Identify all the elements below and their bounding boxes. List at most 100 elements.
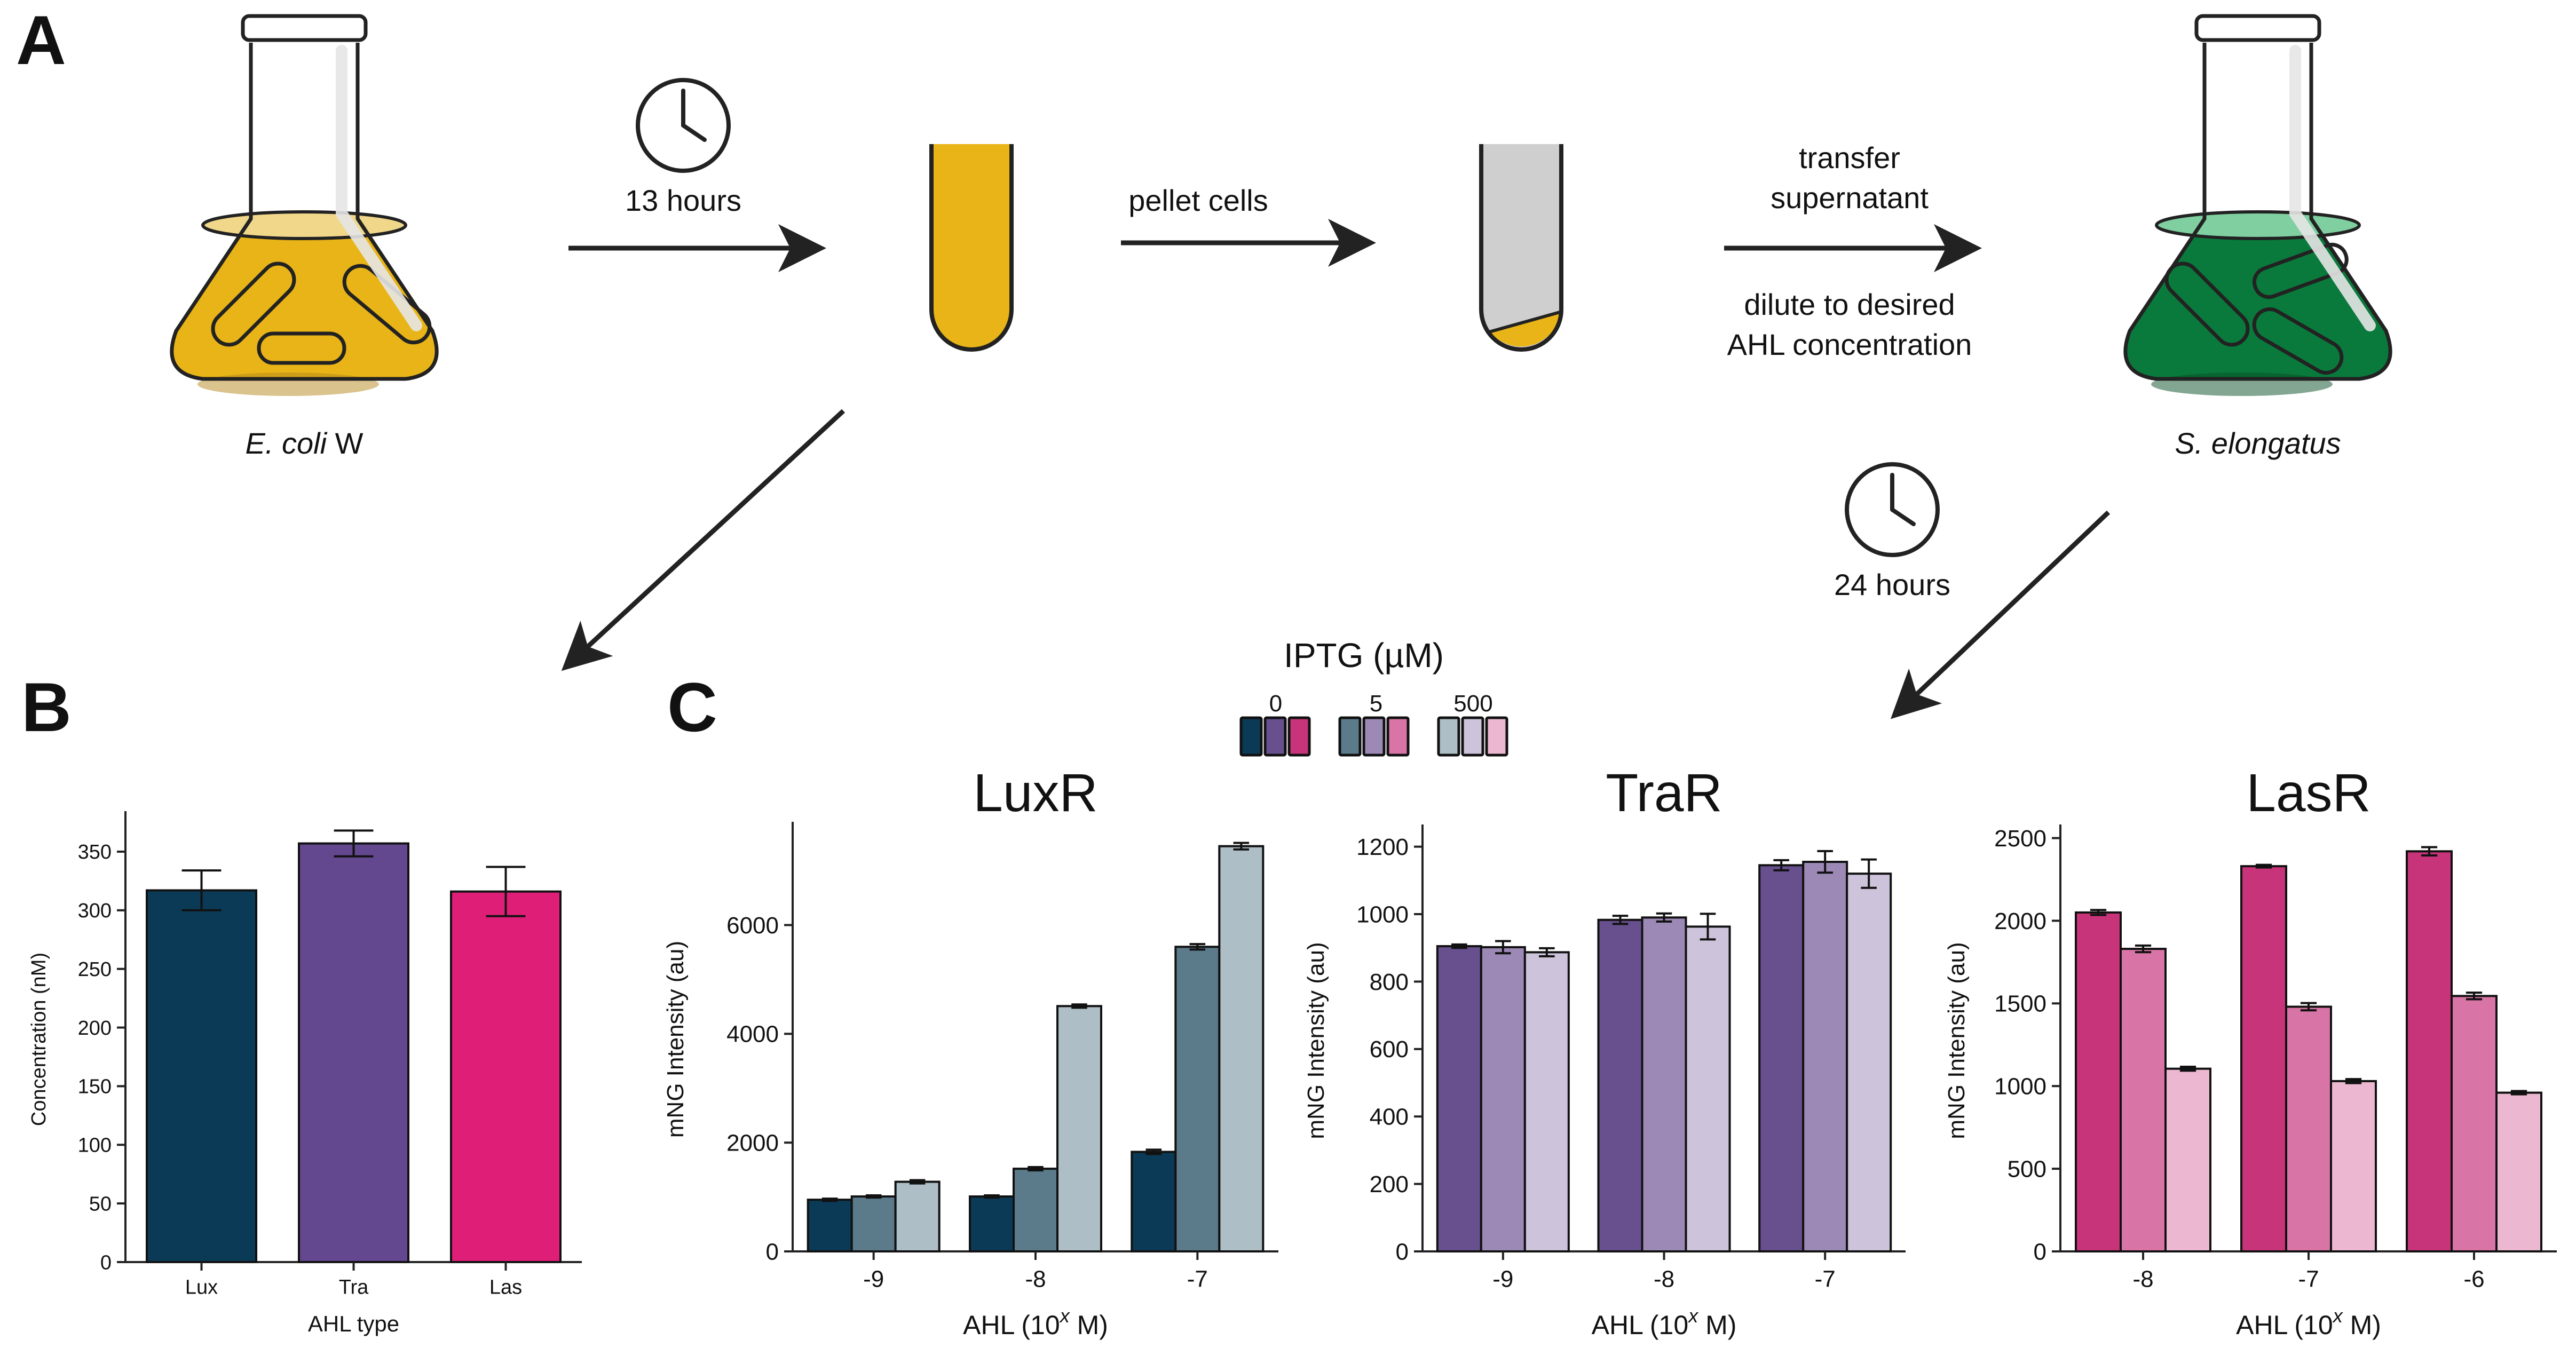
x-tick-label: -9	[863, 1266, 884, 1292]
pelleted-tube-icon	[1479, 144, 1563, 352]
bar	[1758, 864, 1805, 1252]
bar	[2330, 1080, 2377, 1253]
y-tick-label: 600	[1370, 1036, 1409, 1062]
bar	[2164, 1067, 2211, 1252]
legend-swatch	[1461, 716, 1484, 757]
incubation-time-24h: 24 hours	[1834, 568, 1950, 601]
x-tick-label: Las	[489, 1276, 522, 1299]
bar	[450, 890, 562, 1263]
x-tick-label: -7	[1187, 1266, 1208, 1292]
legend-swatch	[1338, 716, 1362, 757]
chart-title: TraR	[1606, 763, 1722, 823]
x-tick-label: -6	[2463, 1266, 2484, 1292]
bar	[1802, 861, 1848, 1253]
y-tick-label: 0	[1396, 1239, 1409, 1265]
x-tick-label: Lux	[185, 1276, 218, 1299]
incubation-time-13h: 13 hours	[625, 184, 741, 217]
bar	[1523, 951, 1570, 1252]
y-tick-label: 1500	[1994, 991, 2046, 1017]
bar	[2495, 1091, 2542, 1253]
iptg-legend: IPTG (µM) 0 5 500	[1239, 636, 1508, 757]
bar	[2075, 911, 2122, 1252]
arrow-to-panel-b	[561, 409, 846, 671]
panel-label-a: A	[16, 1, 66, 79]
selongatus-label: S. elongatus	[2175, 426, 2341, 460]
y-tick-label: 0	[2034, 1239, 2046, 1265]
y-tick-label: 2000	[1994, 908, 2046, 934]
bar	[1056, 1005, 1102, 1252]
x-tick-label: -8	[2132, 1266, 2153, 1292]
y-axis-label: mNG Intensity (au)	[1303, 942, 1329, 1139]
bar	[298, 842, 409, 1263]
clock-icon-24h	[1845, 462, 1940, 557]
legend-level-5: 5	[1370, 691, 1382, 717]
y-tick-label: 2500	[1994, 826, 2046, 852]
bar	[1218, 845, 1265, 1252]
y-tick-label: 1000	[1356, 901, 1409, 927]
transfer-label-1: transfer	[1799, 141, 1900, 175]
pellet-cells-label: pellet cells	[1128, 184, 1268, 217]
bar	[1641, 916, 1687, 1252]
x-tick-label: Tra	[339, 1276, 369, 1299]
chart-title: LasR	[2246, 763, 2370, 823]
y-tick-label: 350	[78, 841, 112, 863]
dilute-label-1: dilute to desired	[1744, 288, 1955, 321]
legend-swatch	[1263, 716, 1287, 757]
transfer-label-2: supernatant	[1771, 181, 1929, 215]
y-tick-label: 4000	[726, 1021, 779, 1048]
legend-level-500: 500	[1453, 691, 1492, 717]
legend-swatch	[1437, 716, 1460, 757]
y-tick-label: 300	[78, 900, 112, 922]
y-axis-label: Concentration (nM)	[28, 953, 50, 1126]
y-tick-label: 1000	[1994, 1074, 2046, 1100]
culture-tube-icon	[929, 144, 1014, 352]
ecoli-label: E. coli W	[246, 426, 364, 460]
dilute-label-2: AHL concentration	[1727, 328, 1972, 361]
selongatus-flask-icon	[2123, 14, 2392, 396]
y-tick-label: 2000	[726, 1130, 779, 1156]
chart-luxr: 0 2000 4000 6000 mNG Intensity (au) LuxR -9 -8 -…	[662, 763, 1278, 1340]
bar	[1174, 946, 1221, 1252]
legend-swatch	[1362, 716, 1386, 757]
legend-title: IPTG (µM)	[1284, 636, 1444, 675]
bar	[1480, 946, 1526, 1253]
bar	[807, 1199, 853, 1253]
legend-swatch	[1386, 716, 1410, 757]
legend-swatch	[1485, 716, 1508, 757]
y-tick-label: 0	[100, 1251, 112, 1274]
x-axis-label: AHL (10x M)	[2236, 1305, 2381, 1340]
x-axis-label: AHL (10x M)	[963, 1305, 1108, 1340]
chart-trar: 0 200 400 600 800 1000 1200 mNG Intensity (au) T…	[1303, 763, 1906, 1340]
bar	[2451, 995, 2498, 1252]
legend-swatch	[1287, 716, 1311, 757]
bar	[1846, 873, 1892, 1253]
x-tick-label: -7	[1815, 1266, 1836, 1292]
y-tick-label: 250	[78, 958, 112, 981]
legend-level-0: 0	[1269, 691, 1282, 717]
y-axis-label: mNG Intensity (au)	[1943, 942, 1970, 1139]
panel-label-c: C	[667, 668, 717, 746]
y-tick-label: 500	[2008, 1156, 2046, 1182]
bar	[969, 1195, 1015, 1252]
bar	[1685, 925, 1731, 1253]
bar	[2285, 1005, 2332, 1253]
clock-icon-13h	[636, 78, 731, 173]
bar	[1597, 918, 1643, 1252]
y-tick-label: 200	[78, 1017, 112, 1040]
y-tick-label: 400	[1370, 1104, 1409, 1130]
chart-ahl-concentration: 0 50 100 150 200 250 300 350 Concentration (nM) L…	[28, 811, 582, 1336]
bar	[2120, 948, 2167, 1252]
x-axis-label: AHL (10x M)	[1592, 1305, 1737, 1340]
bar	[850, 1195, 897, 1252]
y-axis-label: mNG Intensity (au)	[662, 941, 689, 1138]
y-tick-label: 0	[766, 1239, 779, 1265]
bar	[1131, 1151, 1177, 1252]
x-tick-label: -8	[1654, 1266, 1674, 1292]
chart-title: LuxR	[973, 763, 1097, 823]
x-tick-label: -7	[2298, 1266, 2319, 1292]
bar	[894, 1180, 941, 1253]
y-tick-label: 1200	[1356, 834, 1409, 860]
bar	[146, 889, 257, 1263]
x-tick-label: -8	[1025, 1266, 1046, 1292]
bar	[2406, 850, 2453, 1252]
